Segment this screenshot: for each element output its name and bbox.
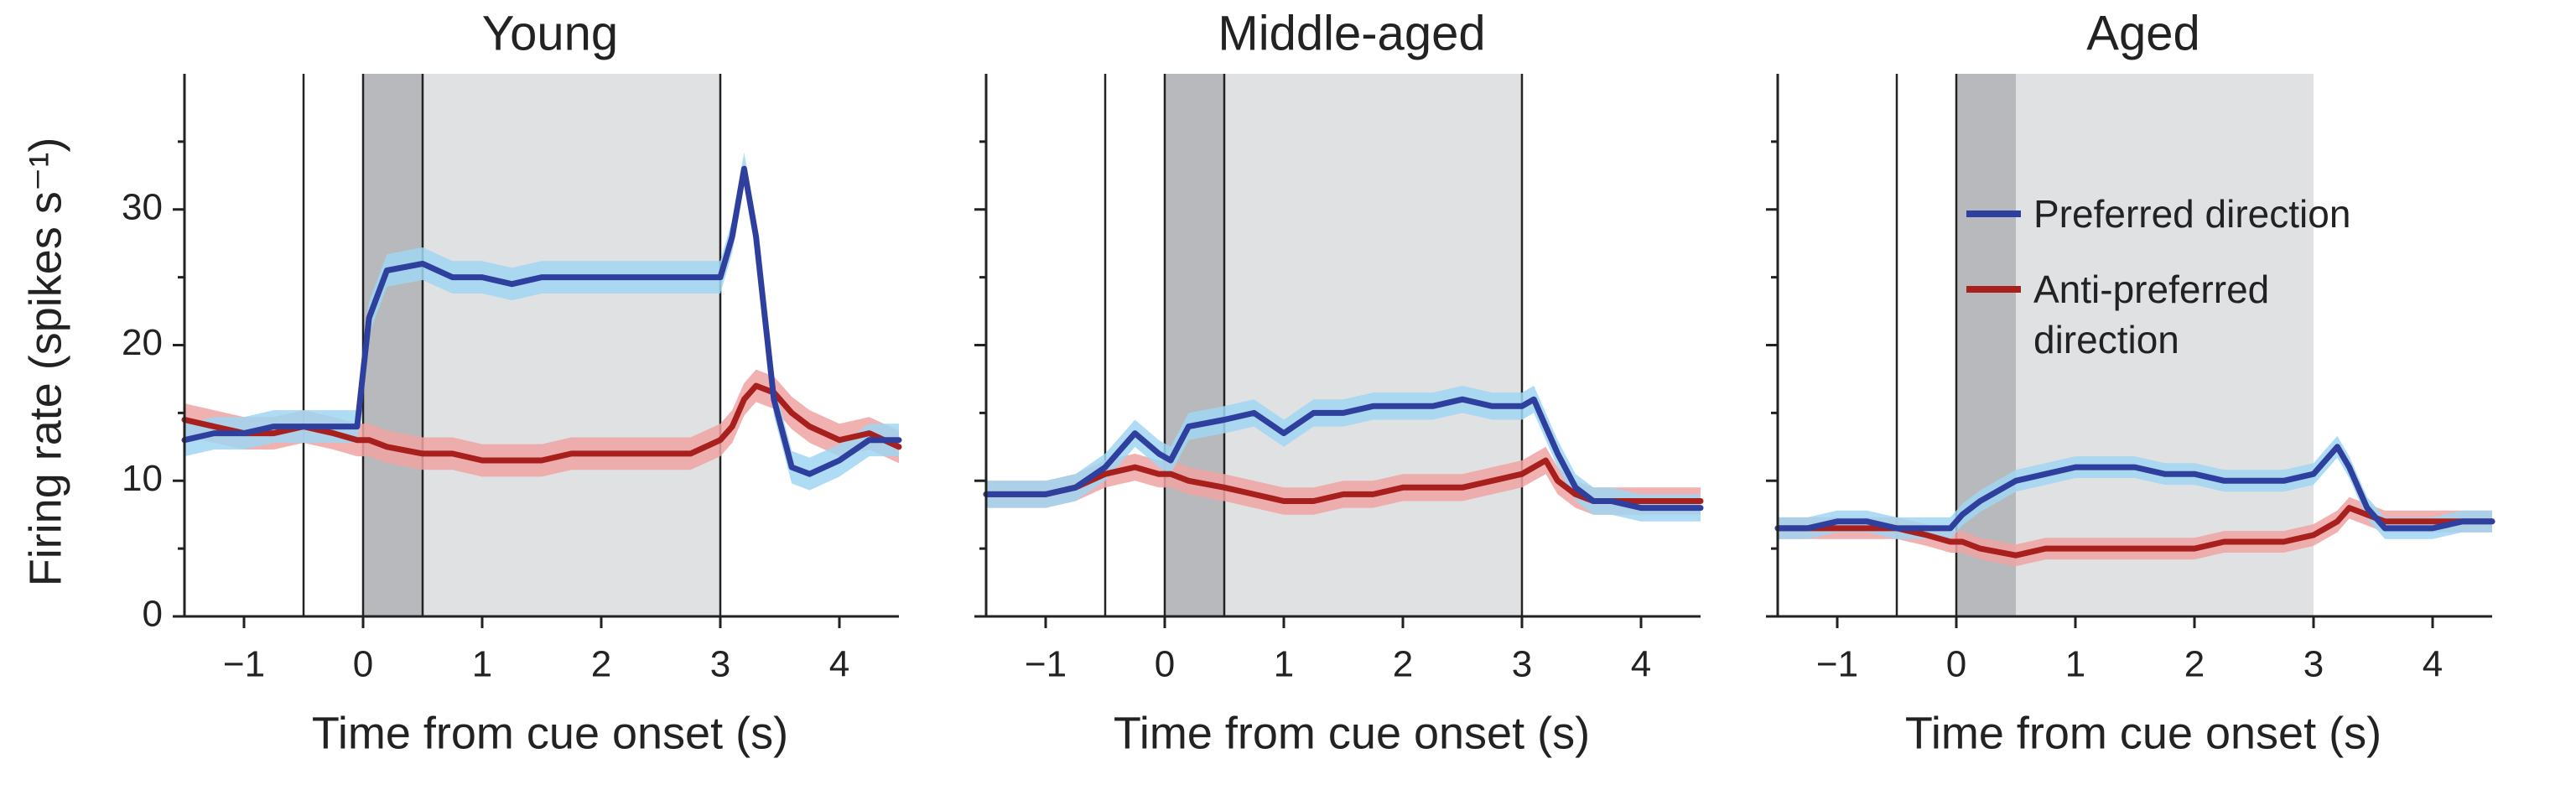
x-tick-label: 4 [2423,644,2443,685]
y-tick-label: 30 [122,186,163,227]
x-axis-title: Time from cue onset (s) [1114,708,1590,758]
x-tick-label: 0 [1946,644,1966,685]
error-band [986,386,1701,522]
x-tick-label: 3 [1512,644,1532,685]
error-band [1778,435,2492,539]
x-tick-label: 4 [1631,644,1651,685]
x-tick-label: 2 [2184,644,2205,685]
series-line [181,382,902,464]
y-tick-label: 20 [122,322,163,363]
chart-title: Young [482,6,618,60]
x-tick-label: 0 [1155,644,1175,685]
x-tick-label: 2 [591,644,611,685]
epoch-shade [363,74,423,616]
x-tick-label: −1 [1816,644,1858,685]
x-tick-label: 2 [1393,644,1413,685]
chart-title: Middle-aged [1218,6,1485,60]
series-line [983,396,1704,512]
x-tick-label: 1 [472,644,492,685]
x-tick-label: −1 [1025,644,1067,685]
series-line [1774,444,2496,532]
series-line [181,165,902,477]
epoch-shade [2016,74,2314,616]
x-tick-label: −1 [223,644,265,685]
epoch-shade [423,74,720,616]
epoch-shade [1956,74,2016,616]
error-band [1778,496,2492,567]
series-line [983,457,1704,504]
x-axis-title: Time from cue onset (s) [1905,708,2381,758]
x-tick-label: 3 [710,644,730,685]
x-tick-label: 0 [353,644,373,685]
y-tick-label: 0 [143,594,163,635]
legend-label: Preferred direction [2033,192,2351,236]
error-band [184,152,899,491]
x-axis-title: Time from cue onset (s) [312,708,788,758]
x-tick-label: 1 [2065,644,2085,685]
x-tick-label: 4 [829,644,849,685]
chart-title: Aged [2086,6,2199,60]
x-tick-label: 1 [1274,644,1294,685]
x-tick-label: 3 [2303,644,2324,685]
error-band [184,369,899,477]
epoch-shade [1224,74,1522,616]
epoch-shade [1165,74,1224,616]
legend-label: Anti-preferred direction [2033,268,2270,361]
y-tick-label: 10 [122,458,163,499]
y-axis-title: Firing rate (spikes s⁻¹) [20,138,70,587]
